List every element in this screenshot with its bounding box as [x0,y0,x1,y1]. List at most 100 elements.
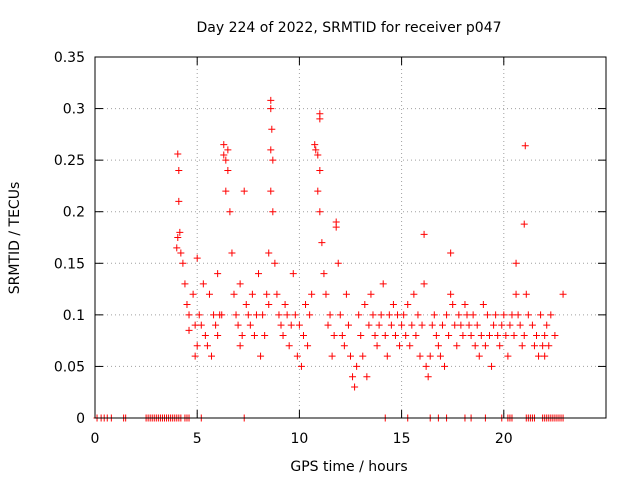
data-point [302,301,310,309]
data-point [453,342,461,350]
data-point [316,208,324,216]
data-point [189,290,197,298]
data-point [289,270,297,278]
data-point [263,290,271,298]
data-point [473,321,481,329]
data-point [279,331,287,339]
y-tick-label: 0.05 [54,359,85,375]
data-point [400,311,408,319]
data-point [459,331,467,339]
data-point [267,105,275,113]
data-point [514,311,522,319]
data-point [463,311,471,319]
data-point [502,331,510,339]
y-tick-label: 0.3 [63,102,85,118]
data-point [410,290,418,298]
data-point [414,311,422,319]
data-point [242,301,250,309]
y-tick-label: 0.35 [54,50,85,66]
data-point [406,342,414,350]
data-point [506,321,514,329]
data-point [203,342,211,350]
series-srmtid [173,96,567,391]
data-point [269,156,277,164]
data-point [230,290,238,298]
x-tick-labels: 0 5 10 15 20 [91,431,513,447]
data-point [477,331,485,339]
data-point [324,321,332,329]
data-point [402,331,410,339]
data-point [306,311,314,319]
data-point [287,321,295,329]
data-point [391,331,399,339]
y-tick-label: 0 [76,411,85,427]
x-tick-label: 0 [91,431,100,447]
chart-title: Day 224 of 2022, SRMTID for receiver p04… [196,20,501,36]
data-point [500,311,508,319]
data-point [185,311,193,319]
data-point [214,270,222,278]
data-point [428,321,436,329]
data-point [547,311,555,319]
data-point [363,373,371,381]
data-point [277,321,285,329]
data-point [396,342,404,350]
data-point [436,352,444,360]
data-point [455,311,463,319]
data-point [316,115,324,123]
data-point [191,352,199,360]
data-point [265,249,273,257]
data-point [420,230,428,238]
data-point [481,342,489,350]
data-point [185,326,193,334]
y-tick-label: 0.2 [63,205,85,221]
data-point [349,373,357,381]
data-point [205,290,213,298]
data-point [238,331,246,339]
data-point [214,331,222,339]
data-point [508,311,516,319]
data-point [512,290,520,298]
data-point [267,96,275,104]
data-point [308,290,316,298]
data-point [255,270,263,278]
data-point [191,321,199,329]
x-tick-label: 5 [193,431,202,447]
data-point [537,311,545,319]
data-point [467,331,475,339]
data-point [367,290,375,298]
data-point [398,321,406,329]
data-point [533,331,541,339]
gridlines [95,57,606,418]
data-point [379,280,387,288]
data-point [259,311,267,319]
data-point [524,311,532,319]
data-point [359,352,367,360]
data-point [261,331,269,339]
data-point [179,259,187,267]
data-point [314,151,322,159]
data-point [297,362,305,370]
data-point [528,321,536,329]
data-point [340,342,348,350]
data-point [441,362,449,370]
data-point [334,259,342,267]
data-point [342,290,350,298]
data-point [518,342,526,350]
data-point [291,311,299,319]
data-point [551,331,559,339]
data-point [222,187,230,195]
data-point [451,321,459,329]
tick-marks [94,56,606,419]
data-point [224,146,232,154]
data-point [218,311,226,319]
data-point [394,311,402,319]
data-point [336,311,344,319]
data-point [353,362,361,370]
data-point [269,208,277,216]
data-point [522,290,530,298]
data-point [520,220,528,228]
x-axis-label: GPS time / hours [290,459,407,475]
data-point [492,311,500,319]
data-point [314,187,322,195]
